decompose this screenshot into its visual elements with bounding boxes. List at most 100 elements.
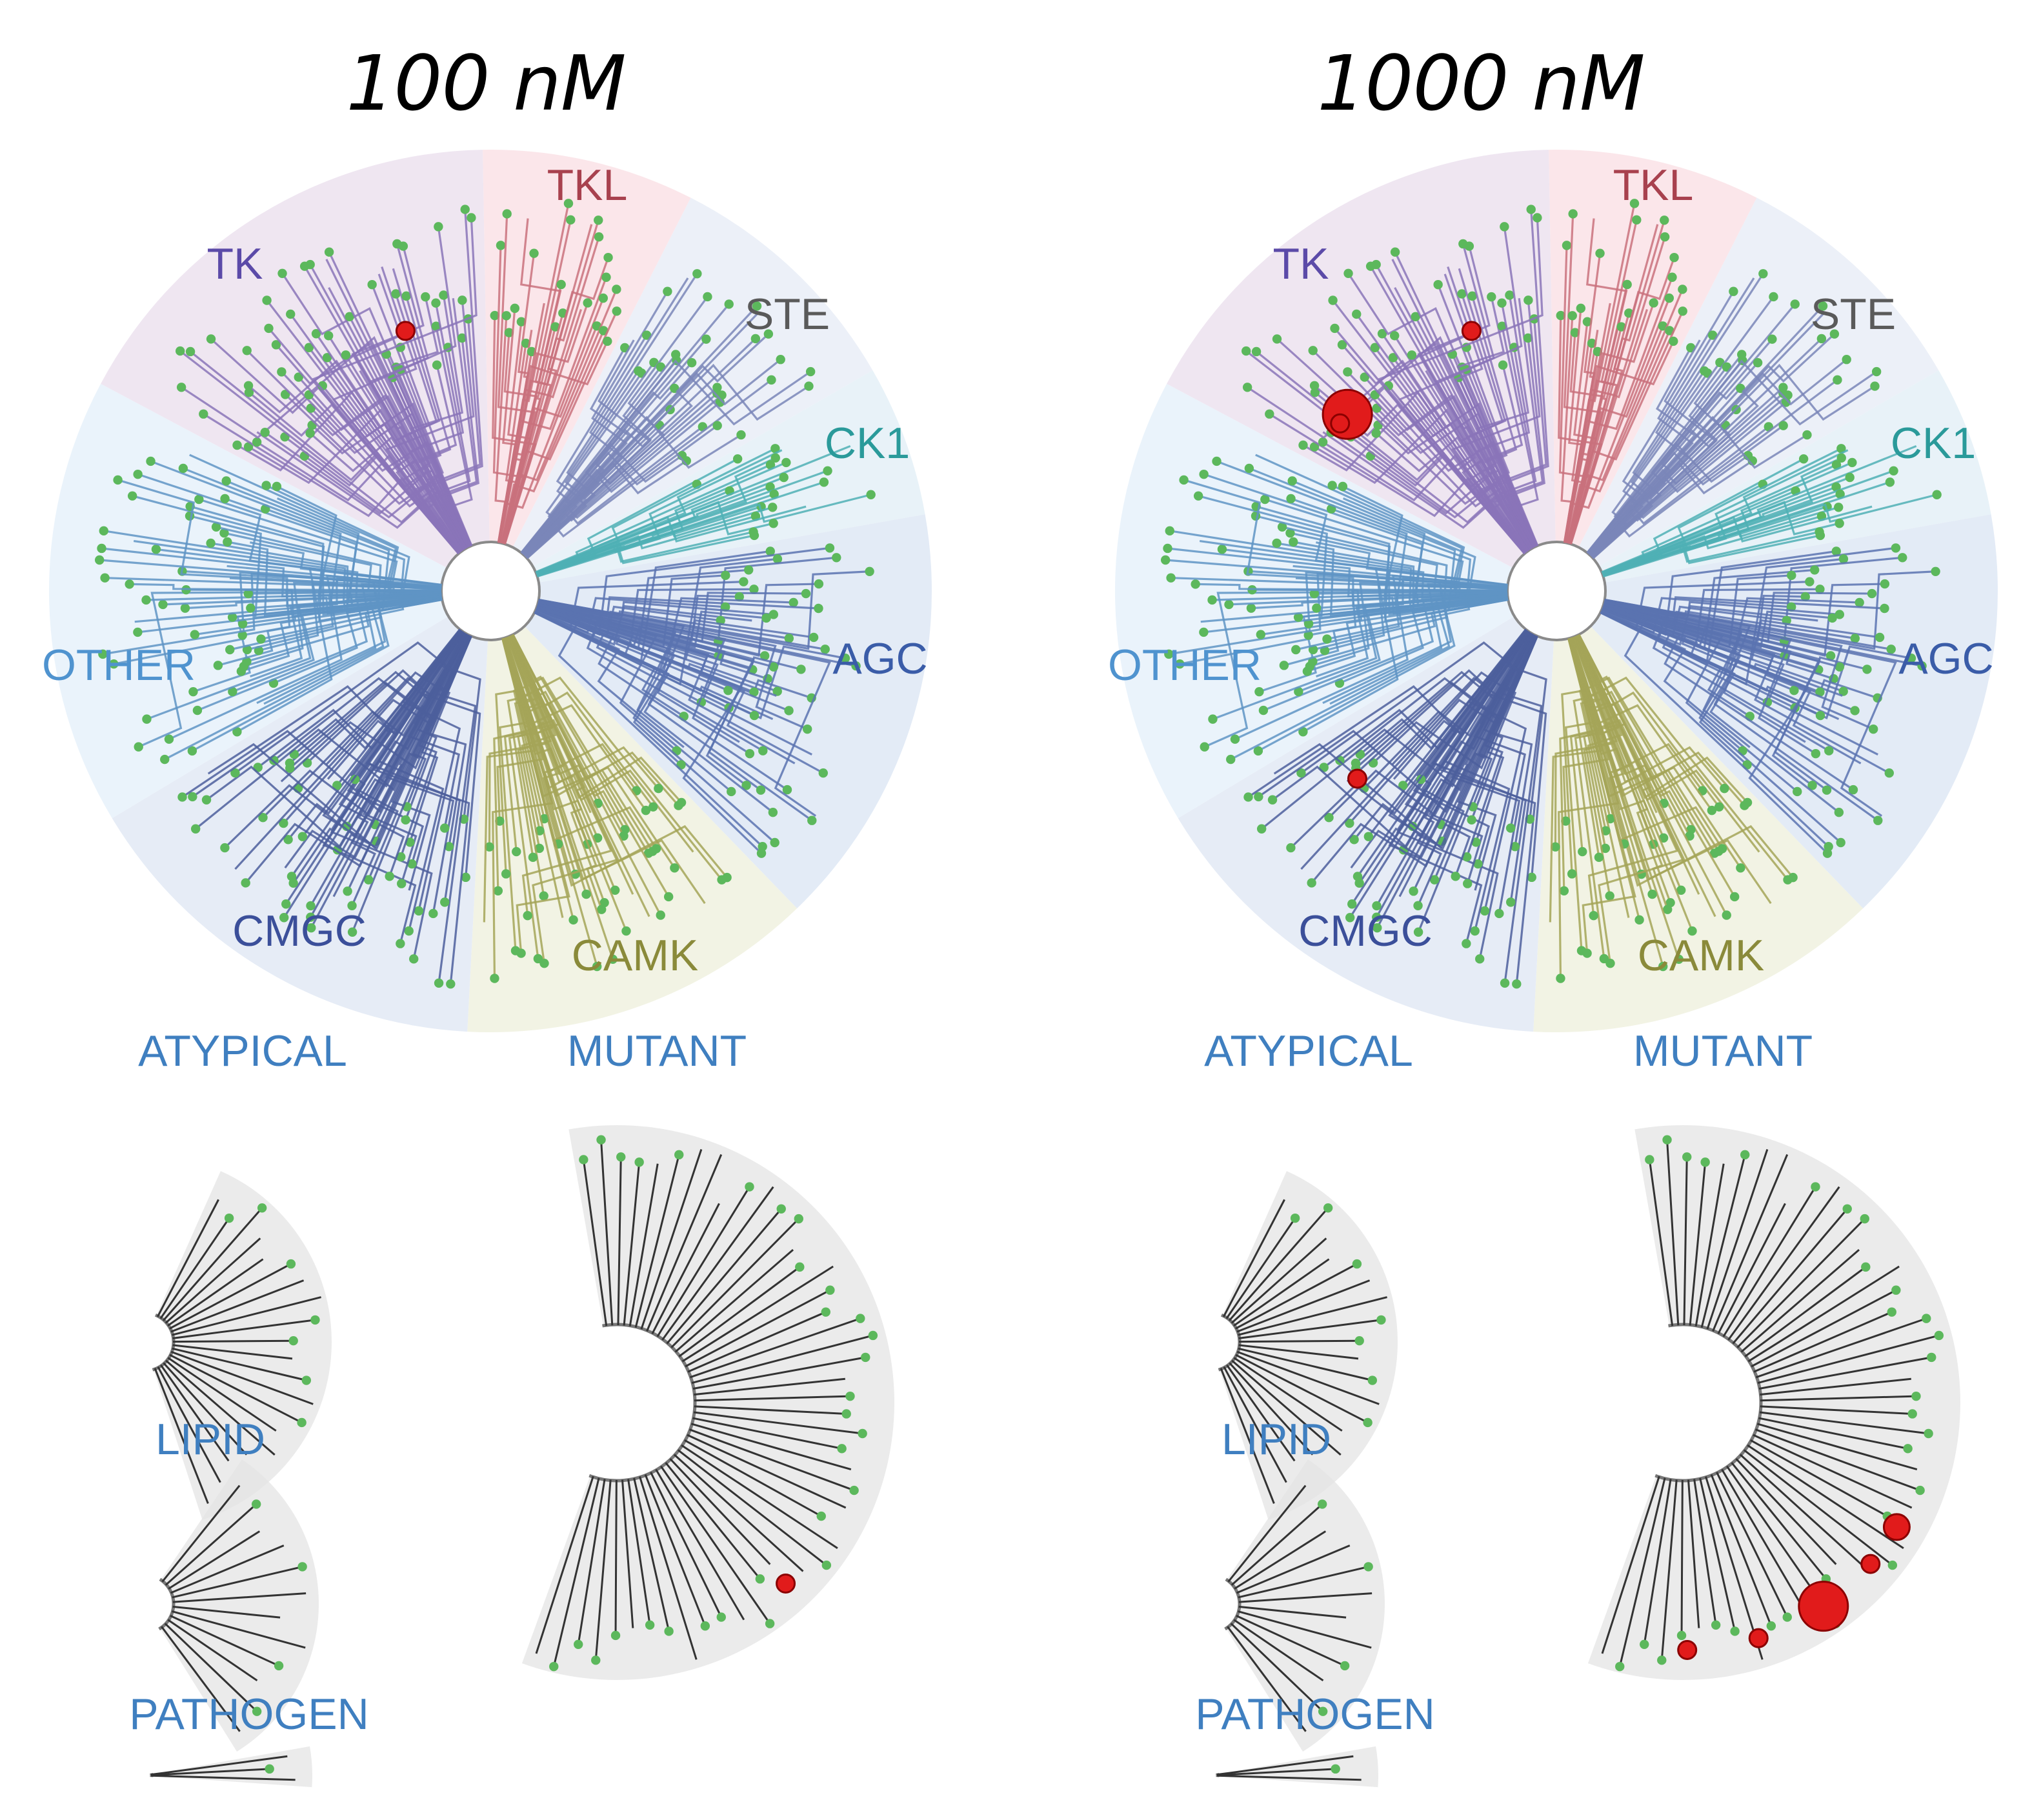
- subtree-root-arc: [588, 1323, 697, 1483]
- branch: [1236, 1545, 1351, 1594]
- branch: [189, 515, 442, 619]
- branch: [410, 209, 483, 554]
- kinase-leaf: [1272, 538, 1282, 548]
- kinase-leaf: [1307, 878, 1316, 888]
- kinase-leaf: [1887, 1560, 1898, 1570]
- kinase-leaf: [1254, 686, 1264, 697]
- branch: [692, 1356, 866, 1390]
- branch: [661, 1186, 774, 1341]
- branch: [639, 1476, 698, 1660]
- branch: [167, 1357, 277, 1432]
- kinase-leaf: [502, 209, 512, 219]
- branch: [651, 1203, 720, 1334]
- branches-ck1: [535, 444, 876, 578]
- subtree-root-arc: [158, 1577, 176, 1631]
- kinase-leaf: [717, 875, 727, 885]
- kinase-leaf: [1376, 1315, 1386, 1325]
- kinase-leaf: [409, 954, 419, 964]
- kinase-leaf: [396, 852, 406, 862]
- branch: [1203, 473, 1508, 586]
- kinase-leaf: [1331, 1764, 1340, 1774]
- branch: [535, 1475, 594, 1654]
- kinase-leaf: [789, 597, 798, 608]
- branch: [498, 302, 589, 543]
- branch: [1238, 1610, 1372, 1649]
- kinase-leaf: [856, 1314, 865, 1323]
- kinase-leaf: [724, 299, 734, 309]
- subtree-label-lipid: LIPID: [156, 1415, 265, 1464]
- kinase-leaf: [776, 355, 785, 365]
- kinase-leaf: [113, 475, 123, 485]
- branch: [381, 266, 470, 548]
- branch: [412, 319, 481, 553]
- branch: [1567, 638, 1636, 954]
- kinase-leaf: [396, 939, 405, 948]
- branch: [650, 1472, 723, 1618]
- kinase-leaf: [1662, 1135, 1672, 1145]
- kinase-leaf: [324, 331, 334, 341]
- branch: [520, 359, 812, 554]
- branch: [1600, 610, 1798, 793]
- branch: [172, 1610, 306, 1649]
- branch: [1478, 319, 1547, 553]
- branch: [1476, 209, 1549, 554]
- kinase-leaf: [490, 974, 499, 983]
- branch: [536, 605, 812, 756]
- kinase-leaf: [814, 603, 823, 614]
- kinase-leaf: [347, 901, 357, 910]
- kinase-leaf: [1286, 494, 1296, 504]
- branch: [499, 330, 605, 544]
- kinase-leaf: [467, 213, 476, 223]
- kinase-leaf: [285, 758, 295, 768]
- inhibition-hit-marker: [1677, 1639, 1698, 1660]
- kinase-leaf: [306, 912, 316, 922]
- branch: [538, 594, 739, 643]
- branch: [1456, 296, 1538, 547]
- branch: [427, 337, 479, 552]
- subtree-atypical: ATYPICAL: [1204, 1026, 1413, 1520]
- kinase-leaf: [1758, 269, 1768, 279]
- group-label-tk: TK: [207, 239, 263, 288]
- kinase-leaf: [1669, 336, 1678, 346]
- kinase-leaf: [1707, 330, 1718, 340]
- kinase-leaf: [761, 613, 771, 623]
- kinase-leaf: [759, 651, 770, 661]
- kinase-leaf: [1870, 381, 1880, 391]
- kinase-leaf: [310, 1315, 320, 1325]
- kinase-leaf: [176, 346, 185, 356]
- kinase-leaf: [431, 321, 441, 331]
- kinase-leaf: [1687, 926, 1697, 936]
- kinase-leaf: [322, 353, 332, 363]
- branch: [1236, 1279, 1371, 1333]
- kinase-leaf: [868, 1330, 878, 1341]
- branch: [510, 634, 620, 964]
- branch: [198, 498, 442, 588]
- kinase-leaf: [306, 901, 316, 911]
- branch: [312, 217, 478, 554]
- branch: [1238, 1344, 1359, 1360]
- branch: [488, 636, 549, 847]
- branch: [1451, 300, 1541, 552]
- kinase-leaf: [237, 630, 247, 640]
- branch: [133, 539, 442, 600]
- kinase-leaf: [818, 768, 828, 778]
- subtree-pathogen: PATHOGEN: [1195, 1690, 1435, 1788]
- kinase-leaf: [1199, 627, 1209, 637]
- kinase-leaf: [736, 430, 746, 440]
- kinase-leaf: [809, 632, 819, 643]
- branch: [137, 473, 442, 586]
- branches-ste: [520, 269, 816, 559]
- branch: [1739, 1454, 1870, 1572]
- kinase-leaf: [1462, 939, 1471, 948]
- branch: [207, 635, 472, 851]
- branch: [195, 634, 470, 830]
- kinase-leaf: [1807, 781, 1817, 790]
- kinase-leaf: [616, 1152, 626, 1162]
- kinase-leaf: [1500, 222, 1509, 232]
- kinase-leaf: [1736, 863, 1745, 873]
- branch: [185, 592, 442, 610]
- branch: [1700, 1154, 1746, 1328]
- branch: [483, 637, 537, 923]
- branch: [164, 1623, 258, 1712]
- branch: [410, 295, 470, 548]
